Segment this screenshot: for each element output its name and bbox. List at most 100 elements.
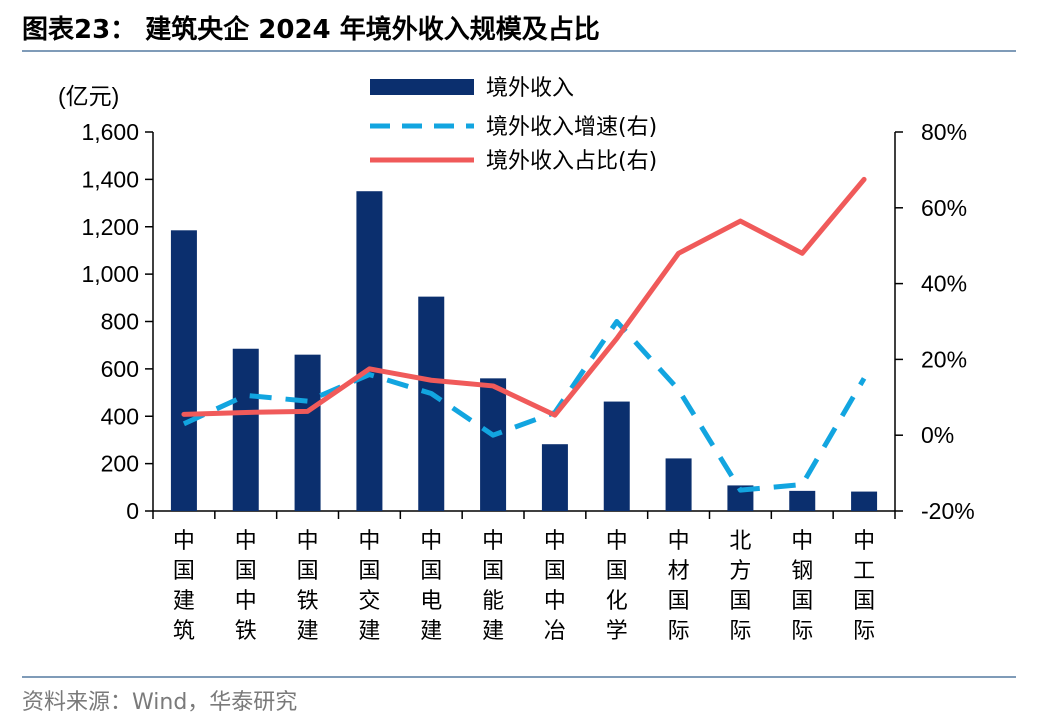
growth-rate-line <box>182 319 867 493</box>
category-label-char: 国 <box>729 589 751 614</box>
bar-中国中冶 <box>541 444 568 511</box>
right-tick-label: 20% <box>921 346 967 372</box>
left-tick-label: 800 <box>101 309 139 335</box>
bar-中国电建 <box>418 296 445 511</box>
chart-title: 图表23： 建筑央企 2024 年境外收入规模及占比 <box>22 15 600 45</box>
category-label-char: 材 <box>668 559 690 584</box>
right-tick-label: 0% <box>921 422 954 448</box>
category-label-char: 铁 <box>235 619 257 644</box>
category-label-char: 建 <box>482 619 504 644</box>
category-label-char: 工 <box>853 559 875 584</box>
legend-label: 境外收入占比(右) <box>486 149 657 174</box>
category-label-char: 能 <box>482 589 504 614</box>
left-tick-label: 1,000 <box>81 261 139 287</box>
category-label-char: 中 <box>420 529 442 554</box>
left-tick-label: 200 <box>101 451 139 477</box>
category-label-char: 中 <box>791 529 813 554</box>
category-label-char: 国 <box>853 589 875 614</box>
category-label-char: 际 <box>729 619 751 644</box>
category-label-char: 中 <box>606 529 628 554</box>
category-label-char: 建 <box>358 619 380 644</box>
source-note: 资料来源：Wind，华泰研究 <box>22 690 298 715</box>
y-axis-unit-label: (亿元) <box>58 83 119 109</box>
bars-layer <box>170 191 878 511</box>
category-label-char: 际 <box>853 619 875 644</box>
category-label-char: 际 <box>668 619 690 644</box>
category-label-char: 建 <box>173 589 195 614</box>
category-label-char: 国 <box>791 589 813 614</box>
bar-中材国际 <box>665 458 692 511</box>
left-tick-label: 1,400 <box>81 166 139 192</box>
bar-中国铁建 <box>294 354 321 511</box>
category-label-char: 中 <box>668 529 690 554</box>
bar-中国化学 <box>603 401 630 511</box>
category-label-char: 建 <box>297 619 319 644</box>
category-label-char: 铁 <box>297 589 319 614</box>
category-label-char: 国 <box>358 559 380 584</box>
category-label-char: 电 <box>420 589 442 614</box>
title-divider <box>22 50 1016 52</box>
category-label-char: 中 <box>544 589 566 614</box>
category-label-char: 国 <box>297 559 319 584</box>
right-tick-label: 40% <box>921 271 967 297</box>
category-label-char: 筑 <box>173 619 195 644</box>
category-label-char: 际 <box>791 619 813 644</box>
category-label-char: 钢 <box>791 559 813 584</box>
category-label-char: 中 <box>173 529 195 554</box>
footer-divider <box>22 676 1016 678</box>
category-label-char: 冶 <box>544 619 566 644</box>
category-label-char: 国 <box>544 559 566 584</box>
category-label-char: 中 <box>235 529 257 554</box>
category-label-char: 国 <box>482 559 504 584</box>
category-label-char: 中 <box>853 529 875 554</box>
category-label-char: 中 <box>297 529 319 554</box>
legend-swatch-bar <box>370 79 474 95</box>
axes-layer: 0 200 400 600 800 1,000 1,200 1,400 1,600 -20% 0% 2… <box>58 83 975 644</box>
category-label-char: 国 <box>420 559 442 584</box>
category-label-char: 中 <box>358 529 380 554</box>
bar-中国建筑 <box>170 230 197 511</box>
bar-中国中铁 <box>232 348 259 511</box>
lines-layer <box>181 176 867 493</box>
right-tick-label: 80% <box>921 119 967 145</box>
left-tick-label: 400 <box>101 403 139 429</box>
right-tick-label: -20% <box>921 498 975 524</box>
share-line <box>181 176 867 418</box>
right-tick-label: 60% <box>921 195 967 221</box>
category-label-char: 中 <box>482 529 504 554</box>
bar-中工国际 <box>851 491 878 511</box>
category-label-char: 北 <box>729 529 751 554</box>
category-label-char: 学 <box>606 619 628 644</box>
category-label-char: 国 <box>173 559 195 584</box>
legend-label: 境外收入增速(右) <box>486 115 657 140</box>
category-label-char: 中 <box>544 529 566 554</box>
legend-label: 境外收入 <box>486 76 574 101</box>
category-label-char: 国 <box>668 589 690 614</box>
left-tick-label: 0 <box>126 498 139 524</box>
left-tick-label: 600 <box>101 356 139 382</box>
bar-中钢国际 <box>789 490 816 511</box>
category-label-char: 交 <box>358 589 380 614</box>
category-label-char: 中 <box>235 589 257 614</box>
category-label-char: 国 <box>606 559 628 584</box>
category-label-char: 建 <box>420 619 442 644</box>
bar-中国能建 <box>480 378 507 511</box>
bar-中国交建 <box>356 191 383 511</box>
left-tick-label: 1,600 <box>81 119 139 145</box>
category-label-char: 国 <box>235 559 257 584</box>
category-label-char: 方 <box>729 559 751 584</box>
